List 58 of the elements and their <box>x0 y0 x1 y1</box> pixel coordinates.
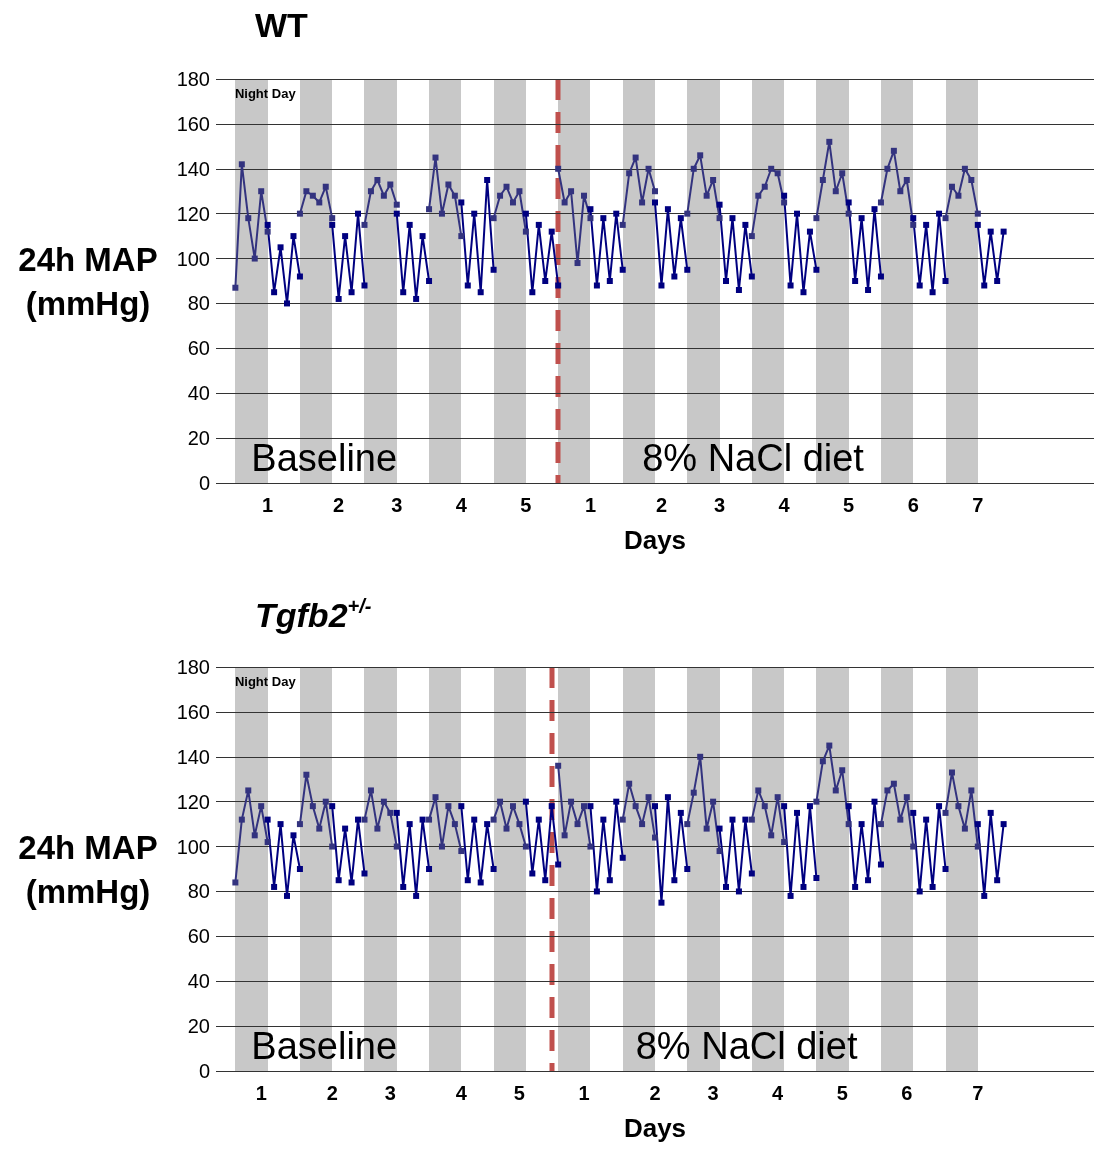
x-axis-title: Days <box>623 525 687 555</box>
y-tick-label: 60 <box>187 337 210 360</box>
x-tick-label: 4 <box>455 1082 468 1104</box>
chart-title: Tgfb2+/- <box>255 595 372 634</box>
annotation: Day <box>271 673 297 689</box>
y-tick-label: 120 <box>176 202 210 225</box>
x-tick-label: 1 <box>262 494 274 516</box>
x-tick-label: 3 <box>384 1082 396 1104</box>
y-tick-label: 0 <box>198 1060 210 1082</box>
x-tick-label: 4 <box>772 1082 785 1104</box>
x-tick-label: 2 <box>649 1082 661 1104</box>
x-tick-label: 5 <box>836 1082 848 1104</box>
annotation: Night <box>234 85 269 101</box>
y-tick-label: 20 <box>187 1015 210 1038</box>
x-tick-label: 6 <box>901 1082 913 1104</box>
y-axis-title: 24h MAP (mmHg) <box>18 240 158 322</box>
y-tick-label: 100 <box>176 835 210 858</box>
y-tick-label: 140 <box>176 745 210 768</box>
y-tick-label: 60 <box>187 925 210 948</box>
annotation: Day <box>271 85 297 101</box>
x-tick-label: 4 <box>455 494 468 516</box>
y-tick-label: 80 <box>187 292 210 315</box>
y-tick-label: 80 <box>187 880 210 903</box>
x-tick-label: 2 <box>333 494 345 516</box>
x-tick-label: 1 <box>584 494 596 516</box>
y-tick-label: 0 <box>198 472 210 494</box>
x-tick-label: 5 <box>843 494 855 516</box>
x-tick-label: 4 <box>778 494 791 516</box>
x-tick-label: 2 <box>655 494 668 516</box>
x-tick-label: 5 <box>520 494 532 516</box>
y-axis-title: 24h MAP (mmHg) <box>18 828 158 910</box>
x-tick-label: 1 <box>578 1082 590 1104</box>
x-tick-label: 3 <box>707 1082 719 1104</box>
x-tick-label: 3 <box>714 494 726 516</box>
y-tick-label: 40 <box>187 970 210 993</box>
annotation: Baseline <box>251 437 398 479</box>
annotation: Baseline <box>251 1025 398 1067</box>
y-tick-label: 100 <box>176 247 210 270</box>
y-tick-label: 140 <box>176 157 210 180</box>
y-tick-label: 180 <box>176 68 210 90</box>
y-tick-label: 120 <box>176 790 210 813</box>
annotation: Night <box>234 673 269 689</box>
y-tick-label: 20 <box>187 427 210 450</box>
x-tick-label: 2 <box>326 1082 338 1104</box>
y-tick-label: 40 <box>187 382 210 405</box>
x-tick-label: 7 <box>972 1082 984 1104</box>
x-tick-label: 7 <box>972 494 984 516</box>
y-tick-label: 180 <box>176 656 210 678</box>
annotation: 8% NaCl diet <box>635 1025 858 1067</box>
x-tick-label: 1 <box>255 1082 267 1104</box>
x-tick-label: 5 <box>513 1082 525 1104</box>
x-tick-label: 3 <box>391 494 403 516</box>
annotation: 8% NaCl diet <box>642 437 865 479</box>
x-axis-title: Days <box>623 1113 687 1143</box>
y-tick-label: 160 <box>176 112 210 135</box>
x-tick-label: 6 <box>907 494 919 516</box>
y-tick-label: 160 <box>176 700 210 723</box>
chart-title: WT <box>255 6 309 44</box>
